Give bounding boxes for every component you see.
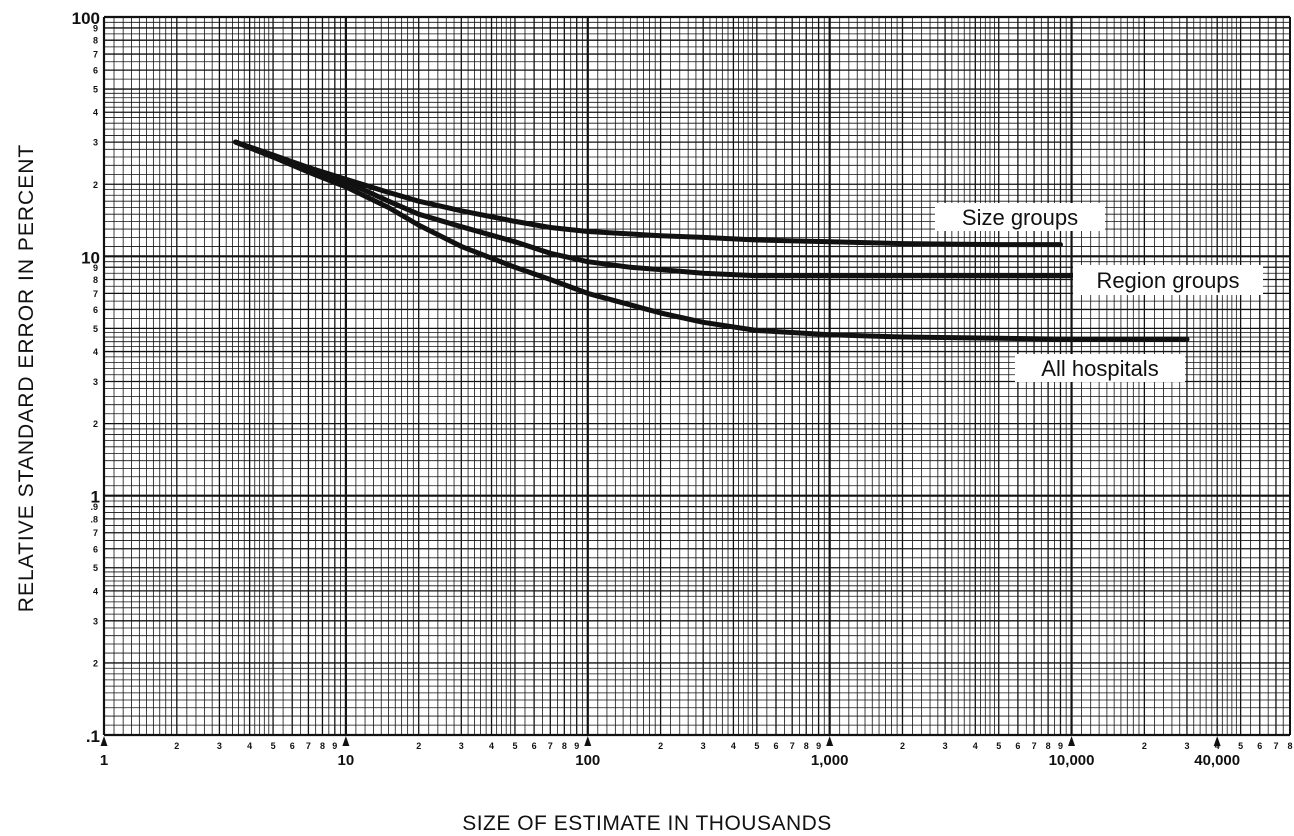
x-minor-tick-label: 9 xyxy=(816,741,821,751)
y-tick-label: 100 xyxy=(72,9,100,28)
x-minor-tick-label: 4 xyxy=(1215,741,1220,751)
y-tick-label: .1 xyxy=(86,727,100,746)
series-label-background xyxy=(935,203,1105,231)
x-minor-tick-label: 7 xyxy=(790,741,795,751)
x-minor-tick-label: 3 xyxy=(1184,741,1189,751)
x-minor-tick-label: 8 xyxy=(562,741,567,751)
y-minor-tick-label: .9 xyxy=(90,502,98,512)
x-tick-label: 1,000 xyxy=(811,752,849,769)
x-minor-tick-label: 3 xyxy=(459,741,464,751)
y-minor-tick-label: 8 xyxy=(93,36,98,46)
y-minor-tick-label: 6 xyxy=(93,66,98,76)
y-minor-tick-label: 3 xyxy=(93,616,98,626)
series-labels: Size groups Region groups All hospitals xyxy=(935,203,1263,382)
x-minor-tick-label: 7 xyxy=(1273,741,1278,751)
x-minor-tick-label: 3 xyxy=(701,741,706,751)
y-minor-tick-label: 9 xyxy=(93,23,98,33)
x-minor-tick-label: 4 xyxy=(247,741,252,751)
series-label: Size groups xyxy=(962,205,1078,230)
x-minor-tick-label: 4 xyxy=(489,741,494,751)
y-minor-tick-label: 2 xyxy=(93,180,98,190)
series-line xyxy=(233,139,1190,342)
x-tick-label: 10 xyxy=(338,752,355,769)
x-minor-tick-label: 6 xyxy=(532,741,537,751)
x-tick-label: 1 xyxy=(100,752,108,769)
y-axis-label-box: RELATIVE STANDARD ERROR IN PERCENT xyxy=(2,20,52,735)
series-label: Region groups xyxy=(1096,268,1239,293)
x-minor-tick-label: 6 xyxy=(1015,741,1020,751)
y-minor-tick-label: 7 xyxy=(93,50,98,60)
x-minor-tick-label: 3 xyxy=(217,741,222,751)
x-minor-tick-label: 8 xyxy=(320,741,325,751)
x-minor-tick-label: 9 xyxy=(332,741,337,751)
x-tick-arrow xyxy=(342,736,350,746)
y-tick-label: 1 xyxy=(91,488,100,507)
series-lines xyxy=(233,139,1190,342)
series-line xyxy=(233,139,1063,248)
x-minor-tick-label: 5 xyxy=(512,741,517,751)
x-minor-tick-label: 8 xyxy=(804,741,809,751)
x-minor-tick-label: 9 xyxy=(574,741,579,751)
y-axis-ticks: 100 10 1 .1 2 3 4 5 6 7 .8 .9 2 3 4 5 6 7 8 9 2 3 4 5 6 7 8 9 xyxy=(72,9,100,746)
x-minor-tick-label: 6 xyxy=(1257,741,1262,751)
x-minor-tick-label: 6 xyxy=(773,741,778,751)
y-minor-tick-label: 2 xyxy=(93,658,98,668)
x-minor-tick-label: 3 xyxy=(943,741,948,751)
series-label-background xyxy=(1073,265,1263,295)
y-axis-label: RELATIVE STANDARD ERROR IN PERCENT xyxy=(15,143,38,612)
y-minor-tick-label: 4 xyxy=(93,108,98,118)
x-minor-tick-label: 2 xyxy=(900,741,905,751)
y-minor-tick-label: 9 xyxy=(93,263,98,273)
series-label-background xyxy=(1015,354,1185,382)
x-minor-tick-label: 7 xyxy=(1032,741,1037,751)
x-minor-tick-label: 7 xyxy=(306,741,311,751)
x-tick-label: 10,000 xyxy=(1049,752,1095,769)
y-minor-tick-label: 6 xyxy=(93,305,98,315)
x-tick-arrow xyxy=(1068,736,1076,746)
x-tick-arrow xyxy=(100,736,108,746)
x-minor-tick-label: 5 xyxy=(271,741,276,751)
x-minor-tick-label: 9 xyxy=(1058,741,1063,751)
x-tick-arrow xyxy=(584,736,592,746)
y-minor-tick-label: 2 xyxy=(93,419,98,429)
y-minor-tick-label: 7 xyxy=(93,289,98,299)
x-tick-arrow xyxy=(1213,736,1221,746)
x-minor-tick-label: 4 xyxy=(731,741,736,751)
x-minor-tick-label: 2 xyxy=(174,741,179,751)
x-minor-tick-label: 5 xyxy=(996,741,1001,751)
x-minor-tick-label: 2 xyxy=(1142,741,1147,751)
x-axis-label: SIZE OF ESTIMATE IN THOUSANDS xyxy=(462,812,832,835)
y-minor-tick-label: 5 xyxy=(93,563,98,573)
y-minor-tick-label: 3 xyxy=(93,138,98,148)
y-minor-tick-label: 5 xyxy=(93,85,98,95)
series-line xyxy=(233,139,1075,279)
x-minor-tick-label: 5 xyxy=(1238,741,1243,751)
x-minor-tick-label: 8 xyxy=(1287,741,1292,751)
y-minor-tick-label: 6 xyxy=(93,544,98,554)
x-minor-tick-label: 6 xyxy=(290,741,295,751)
y-minor-tick-label: 4 xyxy=(93,586,98,596)
x-minor-tick-label: 5 xyxy=(754,741,759,751)
y-minor-tick-label: 4 xyxy=(93,347,98,357)
x-minor-tick-label: 7 xyxy=(548,741,553,751)
y-minor-tick-label: 8 xyxy=(93,275,98,285)
series-label: All hospitals xyxy=(1041,356,1158,381)
y-minor-tick-label: 3 xyxy=(93,377,98,387)
x-tick-label: 100 xyxy=(575,752,600,769)
y-tick-label: 10 xyxy=(81,248,100,267)
x-tick-arrow xyxy=(826,736,834,746)
x-minor-tick-label: 8 xyxy=(1046,741,1051,751)
y-minor-tick-label: .8 xyxy=(90,514,98,524)
y-minor-tick-label: 5 xyxy=(93,324,98,334)
x-minor-tick-label: 2 xyxy=(658,741,663,751)
x-minor-tick-label: 4 xyxy=(973,741,978,751)
x-tick-label: 40,000 xyxy=(1194,752,1240,769)
y-minor-tick-label: 7 xyxy=(93,528,98,538)
x-minor-tick-label: 2 xyxy=(416,741,421,751)
